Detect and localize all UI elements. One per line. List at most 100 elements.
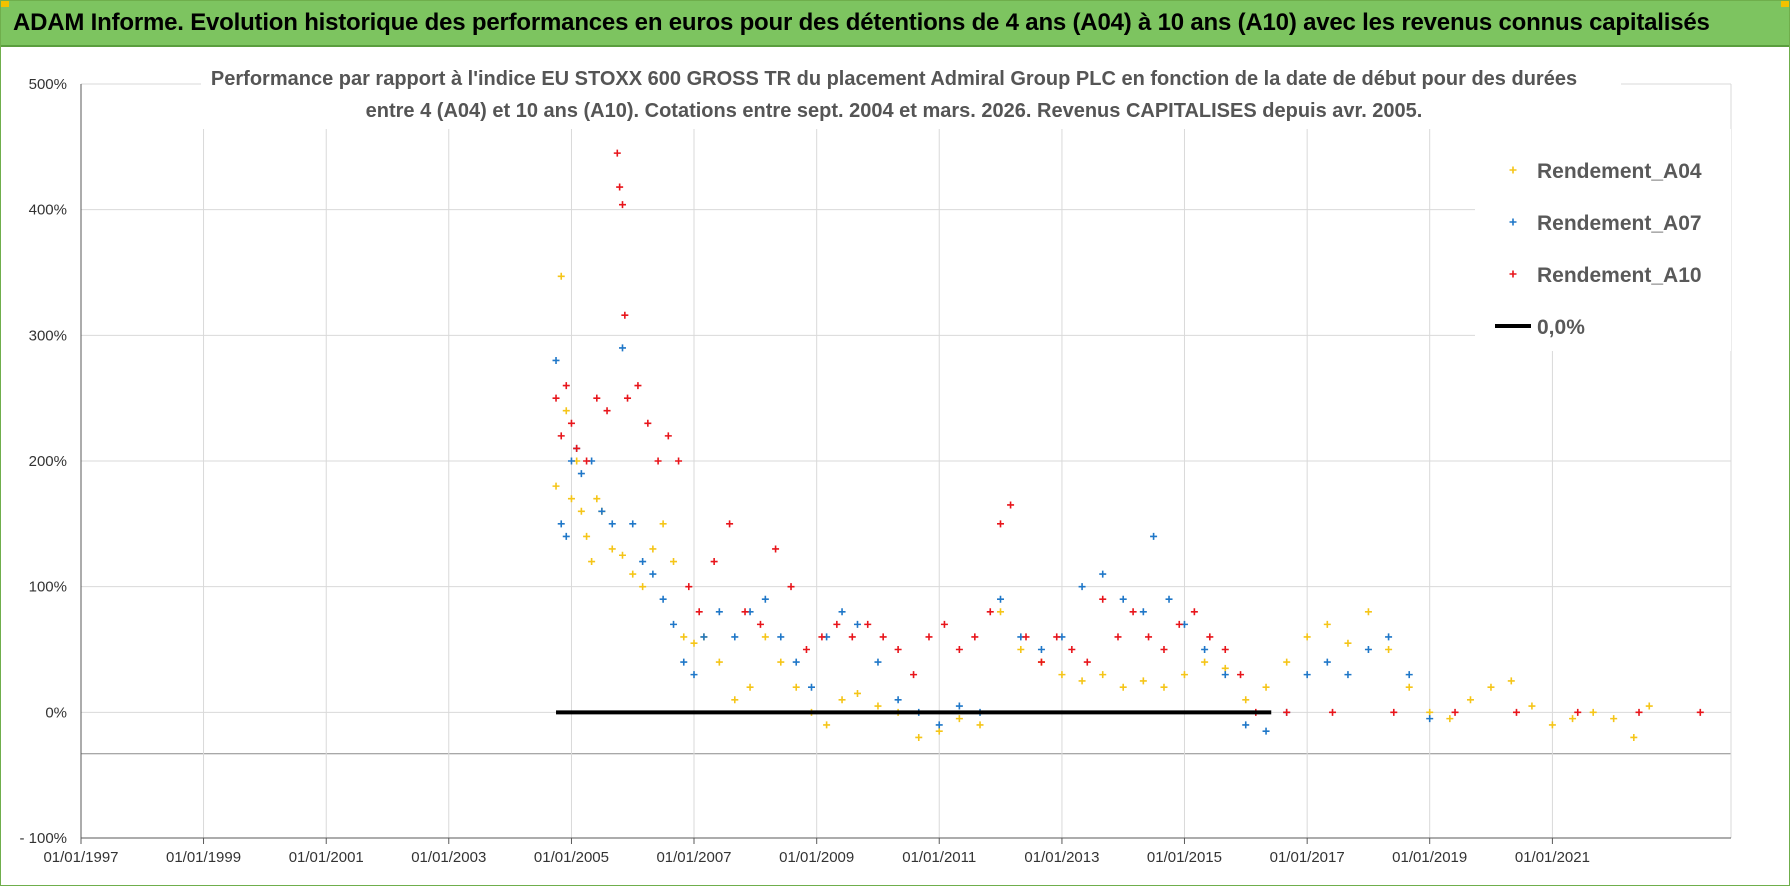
- legend: Rendement_A04 Rendement_A07 Rendement_A10 0…: [1475, 129, 1731, 351]
- data-point: [715, 658, 723, 666]
- data-point: [1099, 570, 1107, 578]
- axis-layer: 500% 400% 300% 200% 100% 0% - 100% 01/01/1997 01…: [19, 76, 1731, 866]
- legend-label: Rendement_A07: [1537, 212, 1702, 235]
- data-point: [731, 633, 739, 641]
- data-point: [1068, 646, 1076, 653]
- data-point: [874, 658, 882, 666]
- y-tick-label: 300%: [29, 327, 67, 344]
- series-layer: [552, 149, 1704, 741]
- data-point: [1022, 633, 1030, 641]
- legend-item: Rendement_A07: [1509, 212, 1702, 235]
- series-rendement-a10: [552, 149, 1704, 716]
- data-point: [1221, 646, 1229, 653]
- data-point: [746, 683, 754, 691]
- data-point: [792, 683, 800, 691]
- legend-background: [1475, 129, 1731, 351]
- data-point: [986, 608, 994, 616]
- data-point: [557, 432, 565, 440]
- data-point: [1078, 677, 1086, 685]
- data-point: [853, 689, 861, 697]
- data-point: [1237, 671, 1245, 679]
- data-point: [1160, 646, 1168, 653]
- data-point: [690, 639, 698, 647]
- data-point: [670, 620, 678, 628]
- data-point: [838, 696, 846, 704]
- data-point: [649, 570, 657, 578]
- data-point: [1446, 715, 1454, 723]
- data-point: [935, 727, 943, 735]
- chart-title-line-2: entre 4 (A04) et 10 ans (A10). Cotations…: [366, 100, 1423, 122]
- data-point: [618, 551, 626, 559]
- data-point: [976, 721, 984, 729]
- data-point: [654, 457, 662, 465]
- data-point: [562, 532, 570, 540]
- data-point: [685, 583, 693, 591]
- report-banner-title: ADAM Informe. Evolution historique des p…: [13, 9, 1710, 36]
- data-point: [1150, 532, 1158, 540]
- chart-title-background: [201, 57, 1621, 129]
- data-point: [879, 633, 887, 641]
- data-point: [583, 532, 591, 540]
- data-point: [731, 696, 739, 704]
- legend-swatch: [1509, 270, 1517, 278]
- data-point: [1165, 595, 1173, 603]
- data-point: [1037, 658, 1045, 666]
- data-point: [659, 520, 667, 528]
- data-point: [1487, 683, 1495, 691]
- data-point: [792, 658, 800, 666]
- data-point: [1303, 633, 1311, 641]
- data-point: [593, 495, 601, 503]
- data-point: [818, 633, 826, 641]
- data-point: [955, 702, 963, 710]
- data-point: [1078, 583, 1086, 591]
- data-point: [726, 520, 734, 528]
- data-point: [1175, 620, 1183, 628]
- data-point: [1139, 608, 1147, 616]
- data-point: [1364, 646, 1372, 653]
- data-point: [1512, 708, 1520, 716]
- data-point: [608, 520, 616, 528]
- y-tick-label: 100%: [29, 579, 67, 596]
- series-rendement-a04: [552, 272, 1653, 741]
- legend-item: 0,0%: [1495, 316, 1585, 339]
- legend-label: Rendement_A10: [1537, 264, 1702, 287]
- data-point: [1119, 595, 1127, 603]
- data-point: [1426, 708, 1434, 716]
- y-tick-label: 200%: [29, 453, 67, 470]
- data-point: [1569, 715, 1577, 723]
- data-point: [955, 646, 963, 653]
- data-point: [715, 608, 723, 616]
- data-point: [1201, 658, 1209, 666]
- data-point: [741, 608, 749, 616]
- data-point: [567, 457, 575, 465]
- data-point: [639, 558, 647, 566]
- data-point: [1160, 683, 1168, 691]
- data-point: [1507, 677, 1515, 685]
- data-point: [603, 407, 611, 415]
- data-point: [675, 457, 683, 465]
- legend-item: Rendement_A10: [1509, 264, 1702, 287]
- data-point: [567, 419, 575, 427]
- data-point: [915, 733, 923, 741]
- data-point: [649, 545, 657, 553]
- data-point: [1329, 708, 1337, 716]
- data-point: [695, 608, 703, 616]
- legend-item: Rendement_A04: [1509, 160, 1702, 183]
- data-point: [874, 702, 882, 710]
- data-point: [864, 620, 872, 628]
- data-point: [1206, 633, 1214, 641]
- data-point: [1190, 608, 1198, 616]
- data-point: [848, 633, 856, 641]
- legend-label: Rendement_A04: [1537, 160, 1702, 183]
- data-point: [997, 608, 1004, 616]
- data-point: [1645, 702, 1653, 710]
- data-point: [562, 382, 570, 390]
- data-point: [761, 633, 769, 641]
- data-point: [1390, 708, 1398, 716]
- x-tick-label: 01/01/2005: [534, 849, 609, 866]
- legend-swatch: [1509, 218, 1517, 226]
- data-point: [1114, 633, 1122, 641]
- data-point: [777, 633, 785, 641]
- data-point: [955, 715, 963, 723]
- data-point: [557, 272, 565, 280]
